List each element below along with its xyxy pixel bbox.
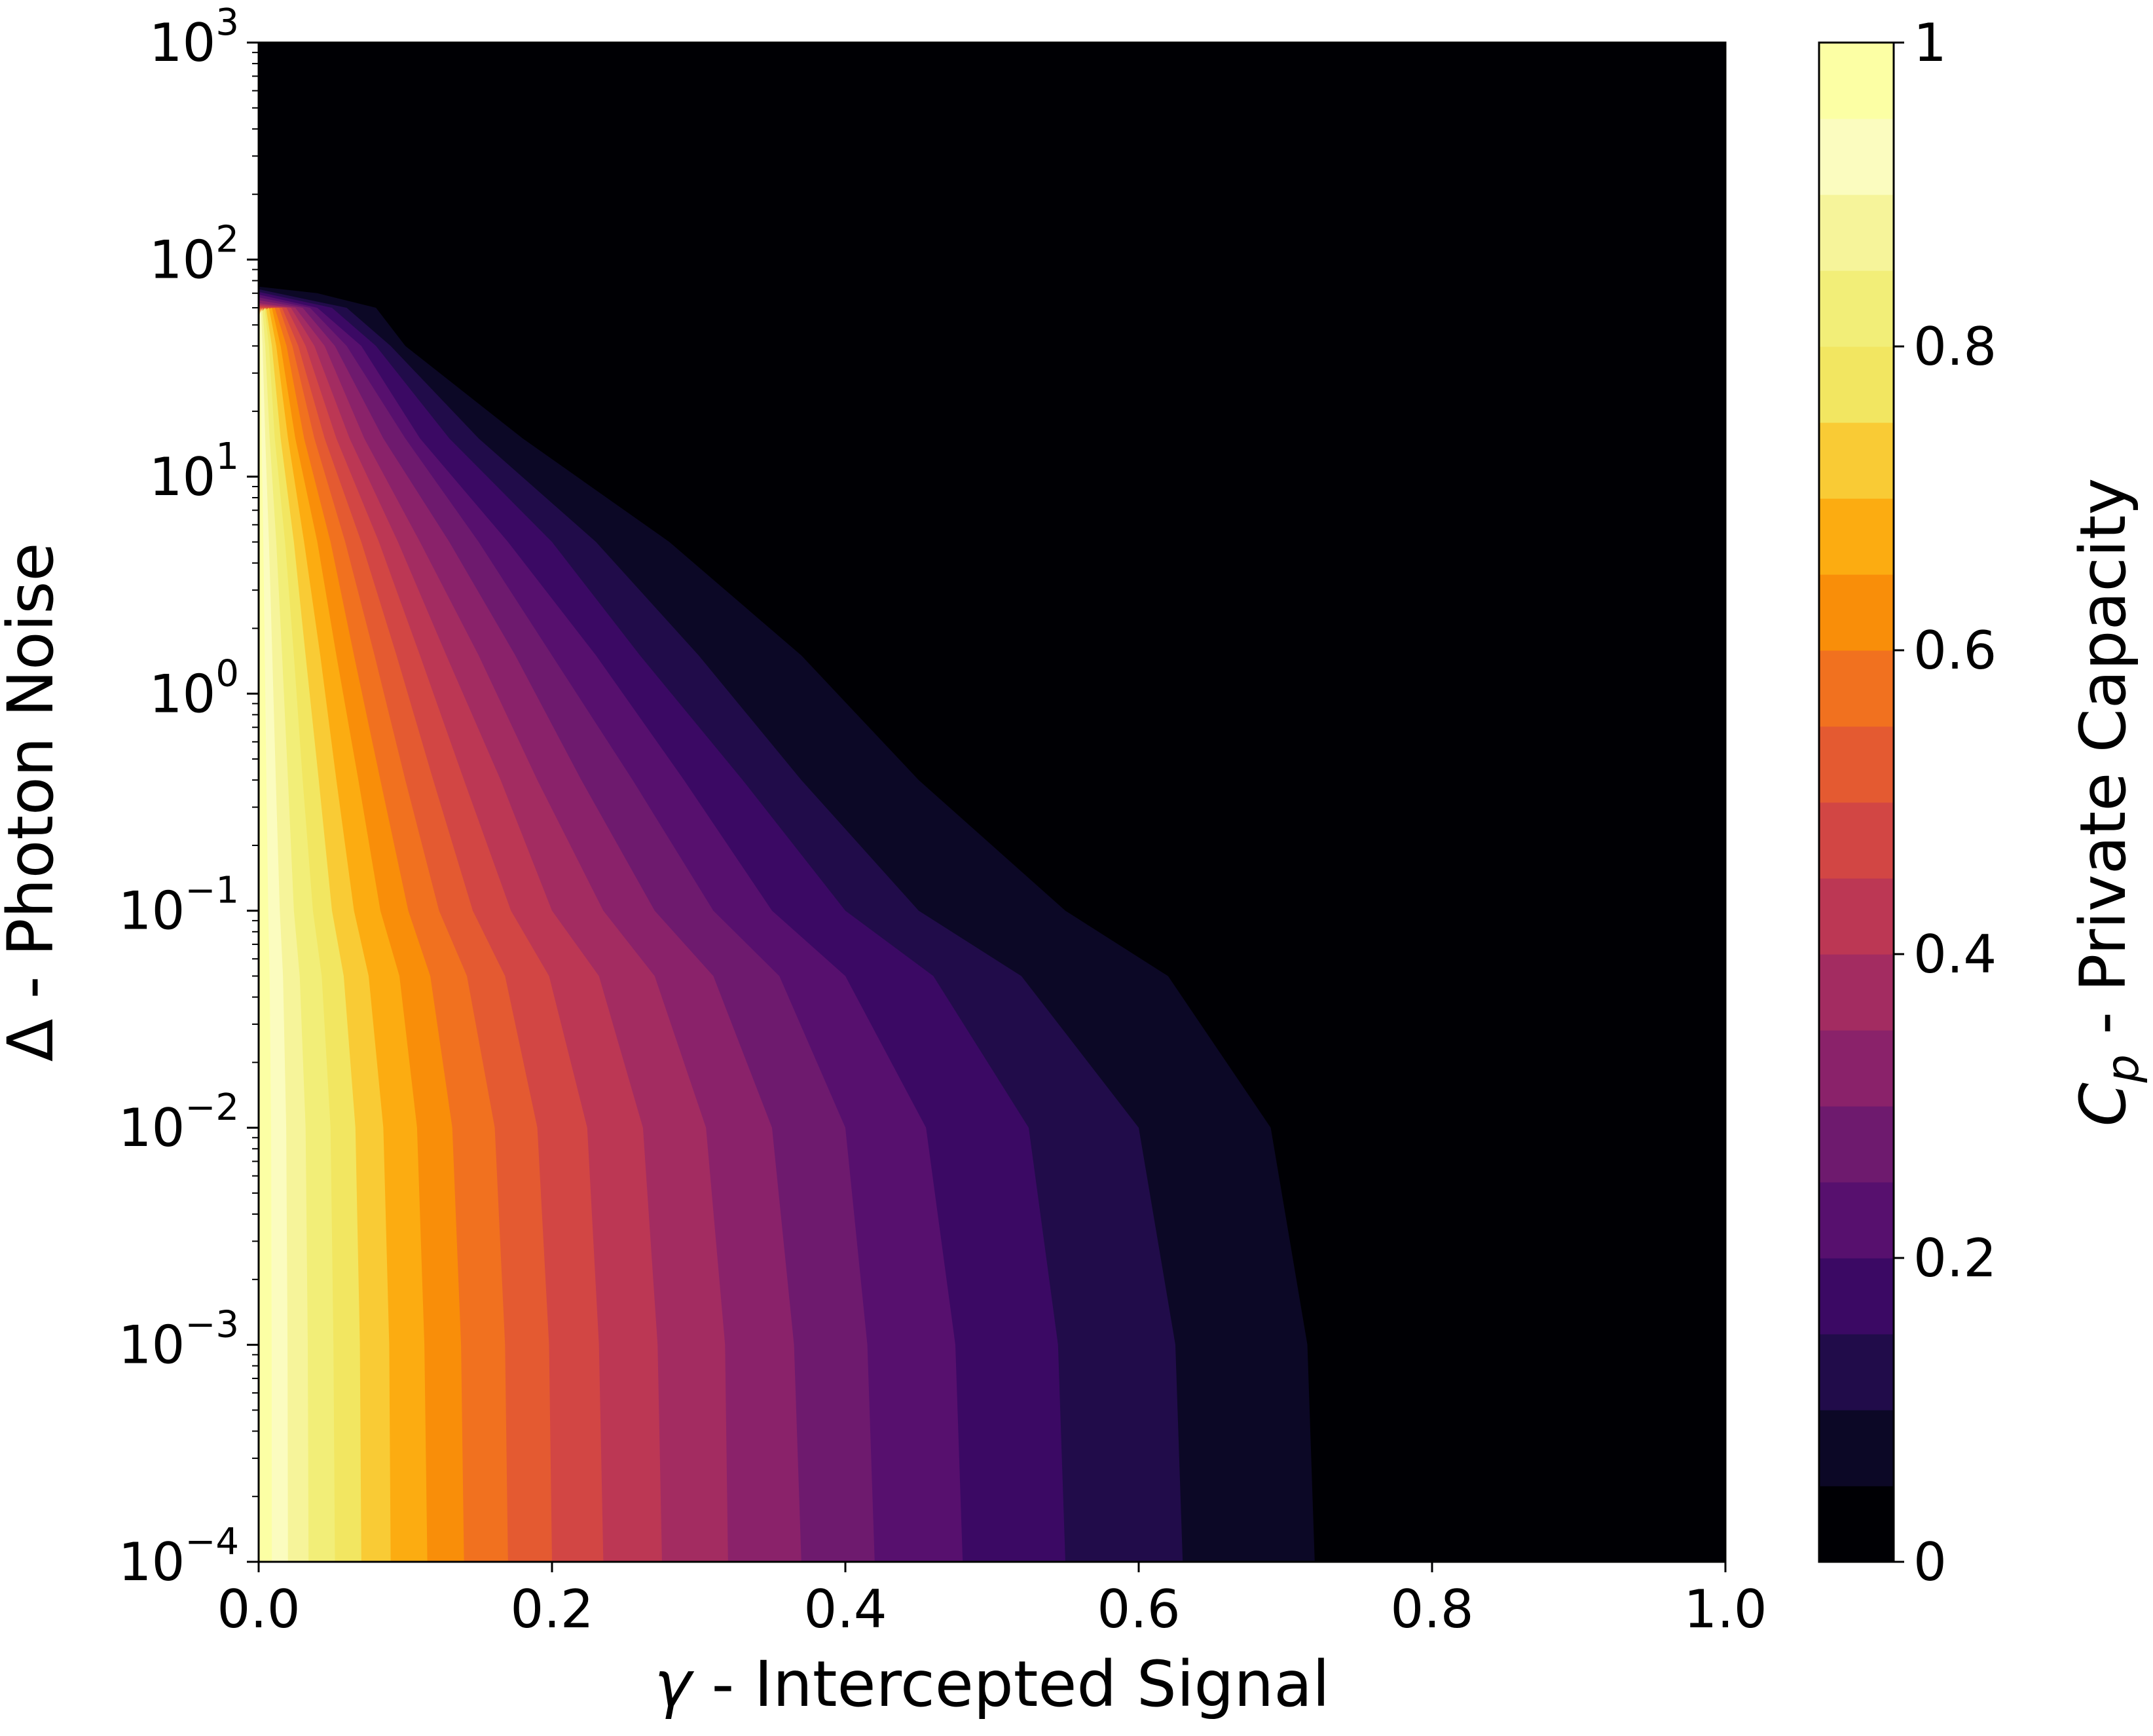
colorbar-tick-label: 0.4 [1913, 924, 1997, 985]
colorbar-tick-label: 0.6 [1913, 620, 1997, 681]
y-tick-base: 10 [119, 881, 185, 942]
colorbar-band-0.1 [1819, 1334, 1894, 1411]
x-axis-label-text: - Intercepted Signal [691, 1648, 1330, 1721]
x-tick-label: 0.6 [1097, 1579, 1180, 1640]
y-tick-base: 10 [119, 1532, 185, 1593]
x-tick-label: 0.8 [1390, 1579, 1473, 1640]
colorbar-band-0.45 [1819, 802, 1894, 879]
colorbar-band-0.95 [1819, 43, 1894, 119]
y-tick-base: 10 [149, 663, 216, 724]
y-tick-base: 10 [149, 12, 216, 73]
y-tick-exponent: −2 [185, 1086, 239, 1129]
colorbar-band-0 [1819, 1486, 1894, 1562]
colorbar-tick-label: 1 [1913, 12, 1947, 73]
x-axis: 0.0 0.2 0.4 0.6 0.8 1.0 [217, 1562, 1767, 1640]
colorbar-ticks: 0 0.2 0.4 0.6 0.8 1 [1894, 12, 1997, 1593]
x-tick-label: 0.4 [803, 1579, 887, 1640]
y-tick-label: 100 [149, 652, 239, 724]
colorbar-tick-label: 0 [1913, 1532, 1947, 1593]
y-axis-label-text: - Photon Noise [0, 543, 67, 1019]
y-tick-base: 10 [119, 1315, 185, 1376]
colorbar-band-0.25 [1819, 1106, 1894, 1183]
y-tick-base: 10 [119, 1098, 185, 1158]
colorbar-label-symbol: C [2067, 1082, 2140, 1126]
y-tick-label: 10−2 [119, 1086, 239, 1158]
colorbar-band-0.7 [1819, 422, 1894, 499]
colorbar-band-0.85 [1819, 194, 1894, 271]
colorbar-band-0.3 [1819, 1030, 1894, 1107]
colorbar-frame [1818, 41, 1895, 1563]
colorbar-band-0.65 [1819, 498, 1894, 575]
x-tick-label: 1.0 [1684, 1579, 1767, 1640]
colorbar-label: Cp - Private Capacity [2067, 478, 2149, 1127]
colorbar-band-0.5 [1819, 726, 1894, 803]
colorbar-band-0.55 [1819, 650, 1894, 727]
y-axis-label-symbol: Δ [0, 1019, 67, 1062]
y-tick-base: 10 [149, 447, 216, 508]
y-tick-exponent: 2 [215, 218, 239, 261]
colorbar-band-0.4 [1819, 878, 1894, 955]
y-tick-exponent: 3 [215, 1, 239, 44]
colorbar-label-text: - Private Capacity [2067, 478, 2140, 1054]
x-tick-label: 0.2 [510, 1579, 593, 1640]
y-tick-base: 10 [149, 229, 216, 290]
x-axis-label: γ - Intercepted Signal [654, 1648, 1330, 1721]
plot-area [257, 41, 1727, 1563]
colorbar-band-0.9 [1819, 119, 1894, 195]
x-tick-label: 0.0 [217, 1579, 300, 1640]
y-tick-exponent: 1 [215, 435, 239, 478]
y-tick-label: 10−3 [119, 1304, 239, 1376]
contour-band-0.95 [259, 308, 272, 1562]
colorbar-band-0.2 [1819, 1182, 1894, 1259]
colorbar-band-0.8 [1819, 270, 1894, 347]
x-axis-label-symbol: γ [654, 1648, 694, 1721]
y-tick-label: 101 [149, 435, 239, 508]
colorbar-band-0.35 [1819, 954, 1894, 1031]
colorbar-bands [1819, 43, 1894, 1562]
y-axis-label: Δ - Photon Noise [0, 543, 67, 1062]
colorbar-tick-label: 0.8 [1913, 316, 1997, 377]
y-tick-label: 103 [149, 1, 239, 73]
contour-bands [259, 286, 1315, 1562]
colorbar-tick-label: 0.2 [1913, 1228, 1997, 1289]
colorbar-label-subscript: p [2097, 1054, 2149, 1083]
colorbar-band-0.75 [1819, 346, 1894, 423]
colorbar-band-0.05 [1819, 1410, 1894, 1487]
y-tick-exponent: −1 [185, 870, 239, 912]
y-tick-exponent: 0 [215, 652, 239, 695]
y-tick-label: 102 [149, 218, 239, 290]
y-tick-exponent: −3 [185, 1304, 239, 1346]
y-tick-label: 10−4 [119, 1521, 239, 1593]
colorbar-band-0.15 [1819, 1258, 1894, 1335]
plot-frame [257, 41, 1727, 1563]
y-tick-label: 10−1 [119, 870, 239, 942]
colorbar-band-0.6 [1819, 574, 1894, 651]
colorbar: 0 0.2 0.4 0.6 0.8 1 [1818, 12, 1997, 1593]
y-tick-exponent: −4 [185, 1521, 239, 1563]
